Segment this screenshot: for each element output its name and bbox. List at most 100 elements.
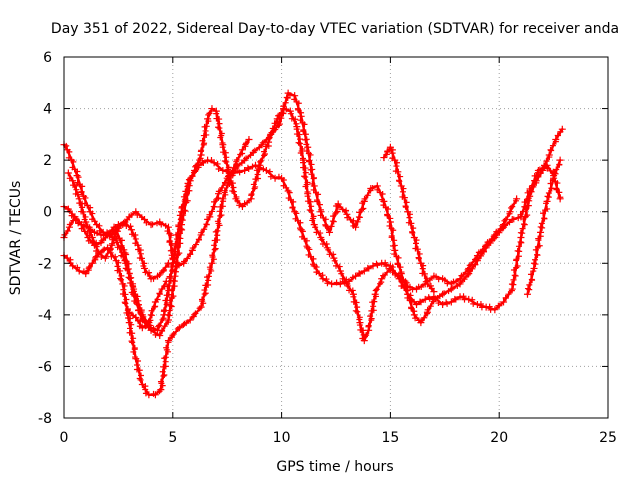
interpolated-marker <box>491 235 498 242</box>
interpolated-marker <box>394 261 401 268</box>
data-point-marker <box>151 391 159 399</box>
data-point-marker <box>334 200 342 208</box>
data-point-marker <box>95 249 103 257</box>
data-point-marker <box>421 295 429 303</box>
interpolated-marker <box>506 219 513 226</box>
data-point-marker <box>132 313 140 321</box>
y-tick-label: -8 <box>38 411 52 427</box>
interpolated-marker <box>212 245 219 252</box>
data-point-marker <box>523 290 531 298</box>
interpolated-marker <box>187 251 194 258</box>
interpolated-marker <box>146 273 153 280</box>
interpolated-marker <box>357 270 364 277</box>
data-point-marker <box>219 195 227 203</box>
interpolated-marker <box>73 186 80 193</box>
interpolated-marker <box>109 240 116 247</box>
series-trace-4 <box>60 89 564 327</box>
data-point-marker <box>328 280 336 288</box>
interpolated-marker <box>261 148 268 155</box>
interpolated-marker <box>112 253 119 260</box>
interpolated-marker <box>313 264 320 271</box>
interpolated-marker <box>364 264 371 271</box>
interpolated-marker <box>408 220 415 227</box>
interpolated-marker <box>98 253 105 260</box>
interpolated-marker <box>260 166 267 173</box>
interpolated-marker <box>322 216 329 223</box>
interpolated-marker <box>162 297 169 304</box>
interpolated-marker <box>150 325 157 332</box>
interpolated-marker <box>137 250 144 257</box>
interpolated-marker <box>282 99 289 106</box>
interpolated-marker <box>487 240 494 247</box>
interpolated-marker <box>303 237 310 244</box>
interpolated-marker <box>122 265 129 272</box>
interpolated-marker <box>344 214 351 221</box>
interpolated-marker <box>167 247 174 254</box>
interpolated-marker <box>247 152 254 159</box>
interpolated-marker <box>79 183 86 190</box>
y-tick-label: 0 <box>43 205 52 221</box>
interpolated-marker <box>449 285 456 292</box>
data-point-marker <box>208 259 216 267</box>
interpolated-marker <box>158 221 165 228</box>
interpolated-marker <box>544 165 551 172</box>
interpolated-marker <box>156 272 163 278</box>
interpolated-marker <box>161 282 168 289</box>
interpolated-marker <box>89 238 96 245</box>
interpolated-marker <box>103 253 110 260</box>
interpolated-marker <box>302 131 309 138</box>
interpolated-marker <box>111 231 118 238</box>
interpolated-marker <box>334 208 341 215</box>
interpolated-marker <box>299 228 306 235</box>
interpolated-marker <box>75 191 82 198</box>
interpolated-marker <box>168 252 175 259</box>
data-point-marker <box>157 386 165 394</box>
data-point-marker <box>558 125 566 133</box>
interpolated-marker <box>170 331 177 338</box>
interpolated-marker <box>150 275 157 282</box>
data-point-marker <box>413 301 421 309</box>
interpolated-marker <box>534 251 541 258</box>
interpolated-marker <box>214 227 221 234</box>
interpolated-marker <box>169 332 176 339</box>
interpolated-marker <box>478 252 485 259</box>
interpolated-marker <box>78 225 85 232</box>
interpolated-marker <box>324 280 331 287</box>
interpolated-marker <box>356 209 363 216</box>
data-point-marker <box>262 166 270 174</box>
interpolated-marker <box>401 194 408 201</box>
interpolated-marker <box>75 174 82 181</box>
interpolated-marker <box>540 210 547 217</box>
interpolated-marker <box>316 270 323 277</box>
interpolated-marker <box>517 229 524 236</box>
interpolated-marker <box>552 170 559 177</box>
interpolated-marker <box>520 208 527 215</box>
interpolated-marker <box>452 296 459 303</box>
series-trace-6 <box>125 277 170 332</box>
interpolated-marker <box>175 222 182 229</box>
interpolated-marker <box>165 287 172 294</box>
interpolated-marker <box>553 166 560 173</box>
interpolated-marker <box>451 295 458 302</box>
interpolated-marker <box>512 272 519 279</box>
interpolated-marker <box>502 294 509 301</box>
interpolated-marker <box>125 265 132 272</box>
interpolated-marker <box>206 211 213 218</box>
series-trace-1 <box>60 136 253 399</box>
interpolated-marker <box>121 299 128 306</box>
data-point-marker <box>121 218 129 226</box>
interpolated-marker <box>423 275 430 282</box>
interpolated-marker <box>181 258 188 265</box>
interpolated-marker <box>548 147 555 154</box>
interpolated-marker <box>556 161 563 168</box>
interpolated-marker <box>554 132 561 139</box>
interpolated-marker <box>200 159 207 166</box>
y-tick-label: 6 <box>43 50 52 66</box>
interpolated-marker <box>406 214 413 221</box>
interpolated-marker <box>318 236 325 243</box>
data-point-marker <box>164 337 172 345</box>
interpolated-marker <box>137 376 144 383</box>
interpolated-marker <box>292 116 299 123</box>
interpolated-marker <box>167 302 174 309</box>
interpolated-marker <box>415 255 422 262</box>
